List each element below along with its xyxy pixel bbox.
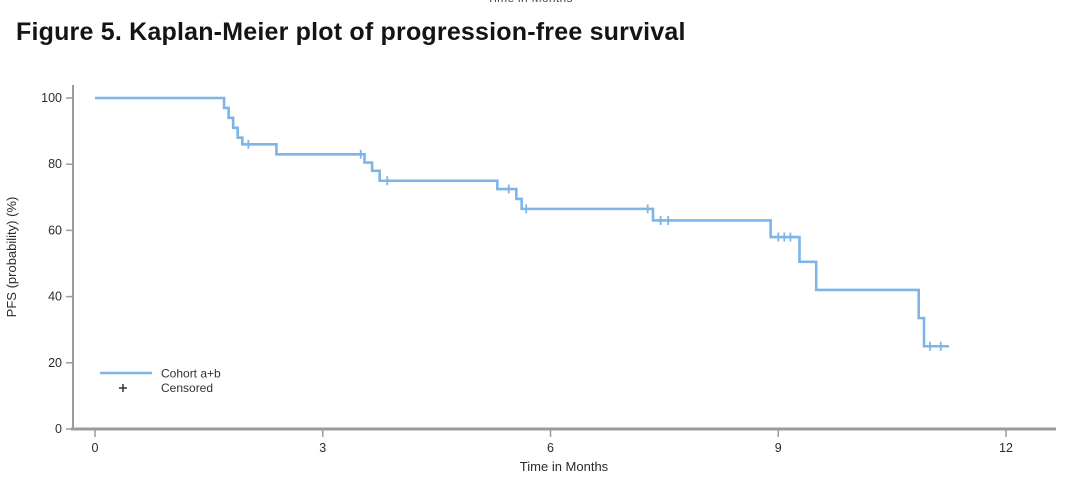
y-tick-label: 80 <box>48 157 62 171</box>
x-tick-label: 0 <box>92 441 99 455</box>
x-tick-label: 6 <box>547 441 554 455</box>
legend-label-censored: Censored <box>161 381 213 395</box>
figure-title: Figure 5. Kaplan-Meier plot of progressi… <box>16 18 686 46</box>
y-axis-title: PFS (probability) (%) <box>4 197 19 318</box>
x-tick-label: 9 <box>775 441 782 455</box>
x-tick-label: 3 <box>319 441 326 455</box>
y-tick-label: 20 <box>48 356 62 370</box>
y-tick-label: 40 <box>48 290 62 304</box>
km-step-curve <box>95 96 950 348</box>
legend-label-cohort: Cohort a+b <box>161 367 221 381</box>
x-tick-label: 12 <box>999 441 1013 455</box>
previous-figure-axis-fragment-text: Time in Months <box>487 0 677 5</box>
x-axis-title: Time in Months <box>520 459 609 474</box>
previous-figure-axis-fragment: Time in Months <box>487 0 677 6</box>
y-tick-label: 100 <box>41 91 62 105</box>
y-tick-label: 60 <box>48 223 62 237</box>
y-tick-label: 0 <box>55 422 62 436</box>
